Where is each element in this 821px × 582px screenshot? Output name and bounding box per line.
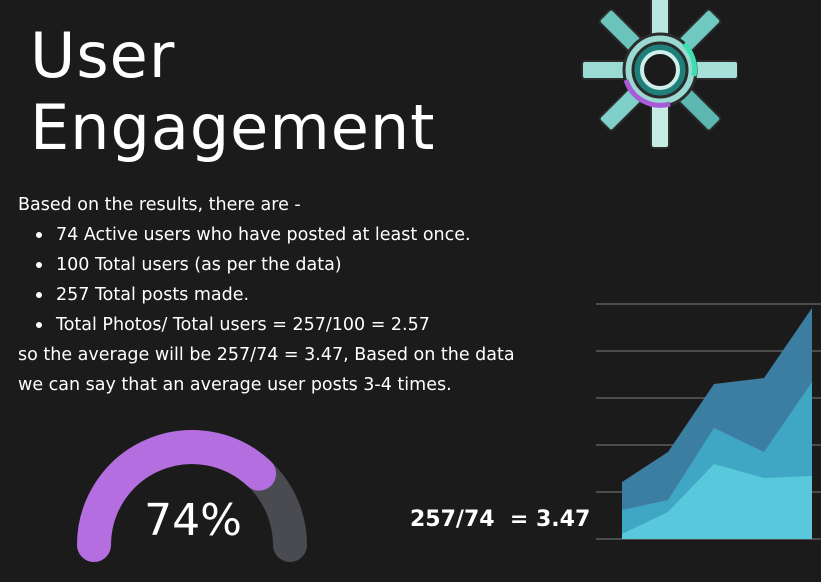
list-item: 100 Total users (as per the data) (36, 250, 658, 280)
gear-icon (581, 0, 738, 149)
conclusion-line-2: we can say that an average user posts 3-… (18, 375, 452, 395)
list-item: 257 Total posts made. (36, 280, 658, 310)
gauge-fill (77, 430, 277, 562)
engagement-gauge (77, 430, 307, 562)
area-chart-decoration (596, 303, 821, 540)
gauge-percentage: 74% (144, 495, 242, 546)
engagement-summary: Based on the results, there are - 74 Act… (18, 190, 658, 400)
conclusion-line-1: so the average will be 257/74 = 3.47, Ba… (18, 345, 515, 365)
area-series-front (622, 464, 812, 539)
list-item: 74 Active users who have posted at least… (36, 220, 658, 250)
intro-text: Based on the results, there are - (18, 195, 301, 215)
title-line-2: Engagement (30, 91, 436, 164)
slide-title: User Engagement (30, 20, 435, 164)
stats-list: 74 Active users who have posted at least… (18, 220, 658, 340)
average-ratio: 257/74 = 3.47 (410, 507, 591, 532)
title-line-1: User (30, 19, 176, 92)
list-item: Total Photos/ Total users = 257/100 = 2.… (36, 310, 658, 340)
